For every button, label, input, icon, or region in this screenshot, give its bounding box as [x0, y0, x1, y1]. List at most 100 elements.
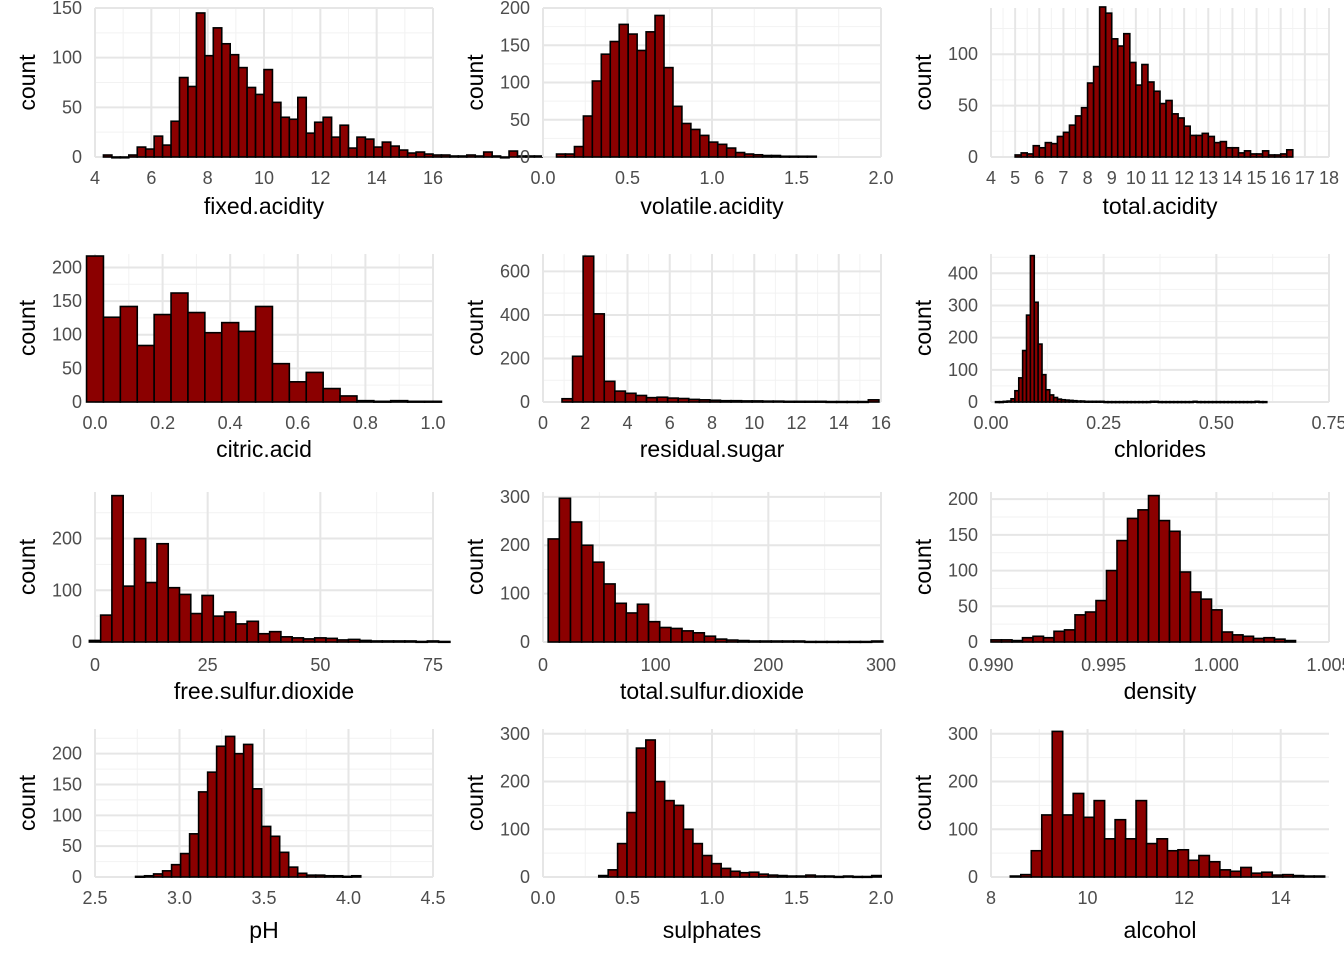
histogram-bar — [1072, 792, 1085, 878]
x-axis-title: chlorides — [1114, 436, 1206, 462]
x-tick-label: 8 — [707, 413, 717, 433]
x-axis-title: density — [1124, 678, 1197, 704]
x-tick-label: 6 — [146, 168, 156, 188]
x-tick-label: 16 — [871, 413, 891, 433]
y-tick-label: 200 — [948, 772, 978, 792]
histogram-bar — [339, 395, 358, 403]
x-axis-title: citric.acid — [216, 436, 312, 462]
y-tick-label: 100 — [500, 819, 530, 839]
histogram-bar — [1177, 848, 1190, 878]
y-tick-label: 0 — [72, 392, 82, 412]
y-tick-label: 0 — [72, 147, 82, 167]
x-tick-label: 1.005 — [1306, 655, 1344, 675]
x-tick-label: 8 — [203, 168, 213, 188]
y-tick-label: 150 — [52, 291, 82, 311]
y-tick-label: 50 — [62, 836, 82, 856]
histogram-bar — [1037, 343, 1043, 403]
histogram-bar — [287, 866, 299, 878]
y-tick-label: 300 — [948, 295, 978, 315]
x-tick-label: 8 — [1083, 168, 1093, 188]
histogram-bar — [1103, 838, 1116, 878]
x-axis-title: total.sulfur.dioxide — [620, 678, 804, 704]
x-tick-label: 4 — [90, 168, 100, 188]
y-tick-label: 100 — [948, 561, 978, 581]
x-tick-label: 0.990 — [968, 655, 1013, 675]
y-tick-label: 50 — [510, 110, 530, 130]
histogram-bar — [339, 124, 350, 158]
x-axis-title: volatile.acidity — [640, 193, 784, 219]
x-tick-label: 0.4 — [218, 413, 243, 433]
histogram-bar — [305, 371, 324, 403]
x-tick-label: 1.0 — [420, 413, 445, 433]
x-tick-label: 0.0 — [530, 168, 555, 188]
histogram-bar — [1030, 849, 1043, 878]
x-tick-label: 8 — [986, 888, 996, 908]
histogram-bar — [423, 400, 443, 403]
histogram-bar — [1208, 860, 1221, 878]
y-tick-label: 0 — [72, 632, 82, 652]
x-axis-title: free.sulfur.dioxide — [174, 678, 354, 704]
histogram-bar — [1051, 730, 1064, 878]
histogram-bar — [1261, 150, 1270, 158]
y-tick-label: 150 — [948, 525, 978, 545]
x-tick-label: 11 — [1151, 168, 1170, 188]
histogram-bar — [870, 640, 884, 643]
x-tick-label: 0.2 — [150, 413, 175, 433]
x-tick-label: 2.0 — [868, 888, 893, 908]
x-tick-label: 18 — [1319, 168, 1339, 188]
x-tick-label: 17 — [1295, 168, 1315, 188]
x-tick-label: 0 — [538, 413, 548, 433]
histogram-bar — [278, 851, 290, 878]
histogram-bar — [1229, 870, 1242, 878]
x-tick-label: 16 — [1271, 168, 1291, 188]
y-tick-label: 100 — [52, 580, 82, 600]
x-tick-label: 3.5 — [251, 888, 276, 908]
y-axis-title: count — [14, 54, 40, 111]
y-tick-label: 100 — [500, 73, 530, 93]
x-axis-title: alcohol — [1124, 917, 1197, 943]
x-tick-label: 14 — [829, 413, 849, 433]
histogram-bar — [254, 305, 274, 403]
histogram-bar — [1114, 818, 1127, 878]
y-tick-label: 150 — [500, 35, 530, 55]
x-tick-label: 0.5 — [615, 888, 640, 908]
x-tick-label: 0.995 — [1081, 655, 1126, 675]
y-tick-label: 200 — [52, 529, 82, 549]
y-tick-label: 50 — [62, 97, 82, 117]
x-tick-label: 5 — [1010, 168, 1020, 188]
x-axis-title: sulphates — [663, 917, 761, 943]
y-axis-title: count — [462, 299, 488, 356]
x-tick-label: 4.0 — [336, 888, 361, 908]
y-axis-title: count — [910, 774, 936, 831]
x-tick-label: 15 — [1247, 168, 1267, 188]
histogram-bar — [1281, 873, 1295, 878]
histogram-bar — [870, 874, 882, 878]
y-tick-label: 200 — [948, 489, 978, 509]
histogram-bar — [1284, 639, 1297, 643]
x-tick-label: 12 — [1174, 888, 1194, 908]
y-tick-label: 100 — [948, 44, 978, 64]
x-tick-label: 10 — [744, 413, 764, 433]
histogram-bar — [111, 494, 124, 643]
histogram-bar — [296, 96, 308, 158]
y-axis-title: count — [14, 774, 40, 831]
histogram-bar — [1271, 874, 1284, 878]
x-tick-label: 0 — [90, 655, 100, 675]
y-axis-title: count — [910, 299, 936, 356]
y-tick-label: 0 — [968, 632, 978, 652]
histogram-bar — [867, 399, 880, 403]
x-tick-label: 2.5 — [82, 888, 107, 908]
y-tick-label: 50 — [958, 96, 978, 116]
x-tick-label: 0.0 — [530, 888, 555, 908]
y-tick-label: 0 — [968, 867, 978, 887]
x-tick-label: 0.25 — [1086, 413, 1121, 433]
x-tick-label: 12 — [310, 168, 330, 188]
y-tick-label: 200 — [52, 744, 82, 764]
x-tick-label: 25 — [198, 655, 218, 675]
